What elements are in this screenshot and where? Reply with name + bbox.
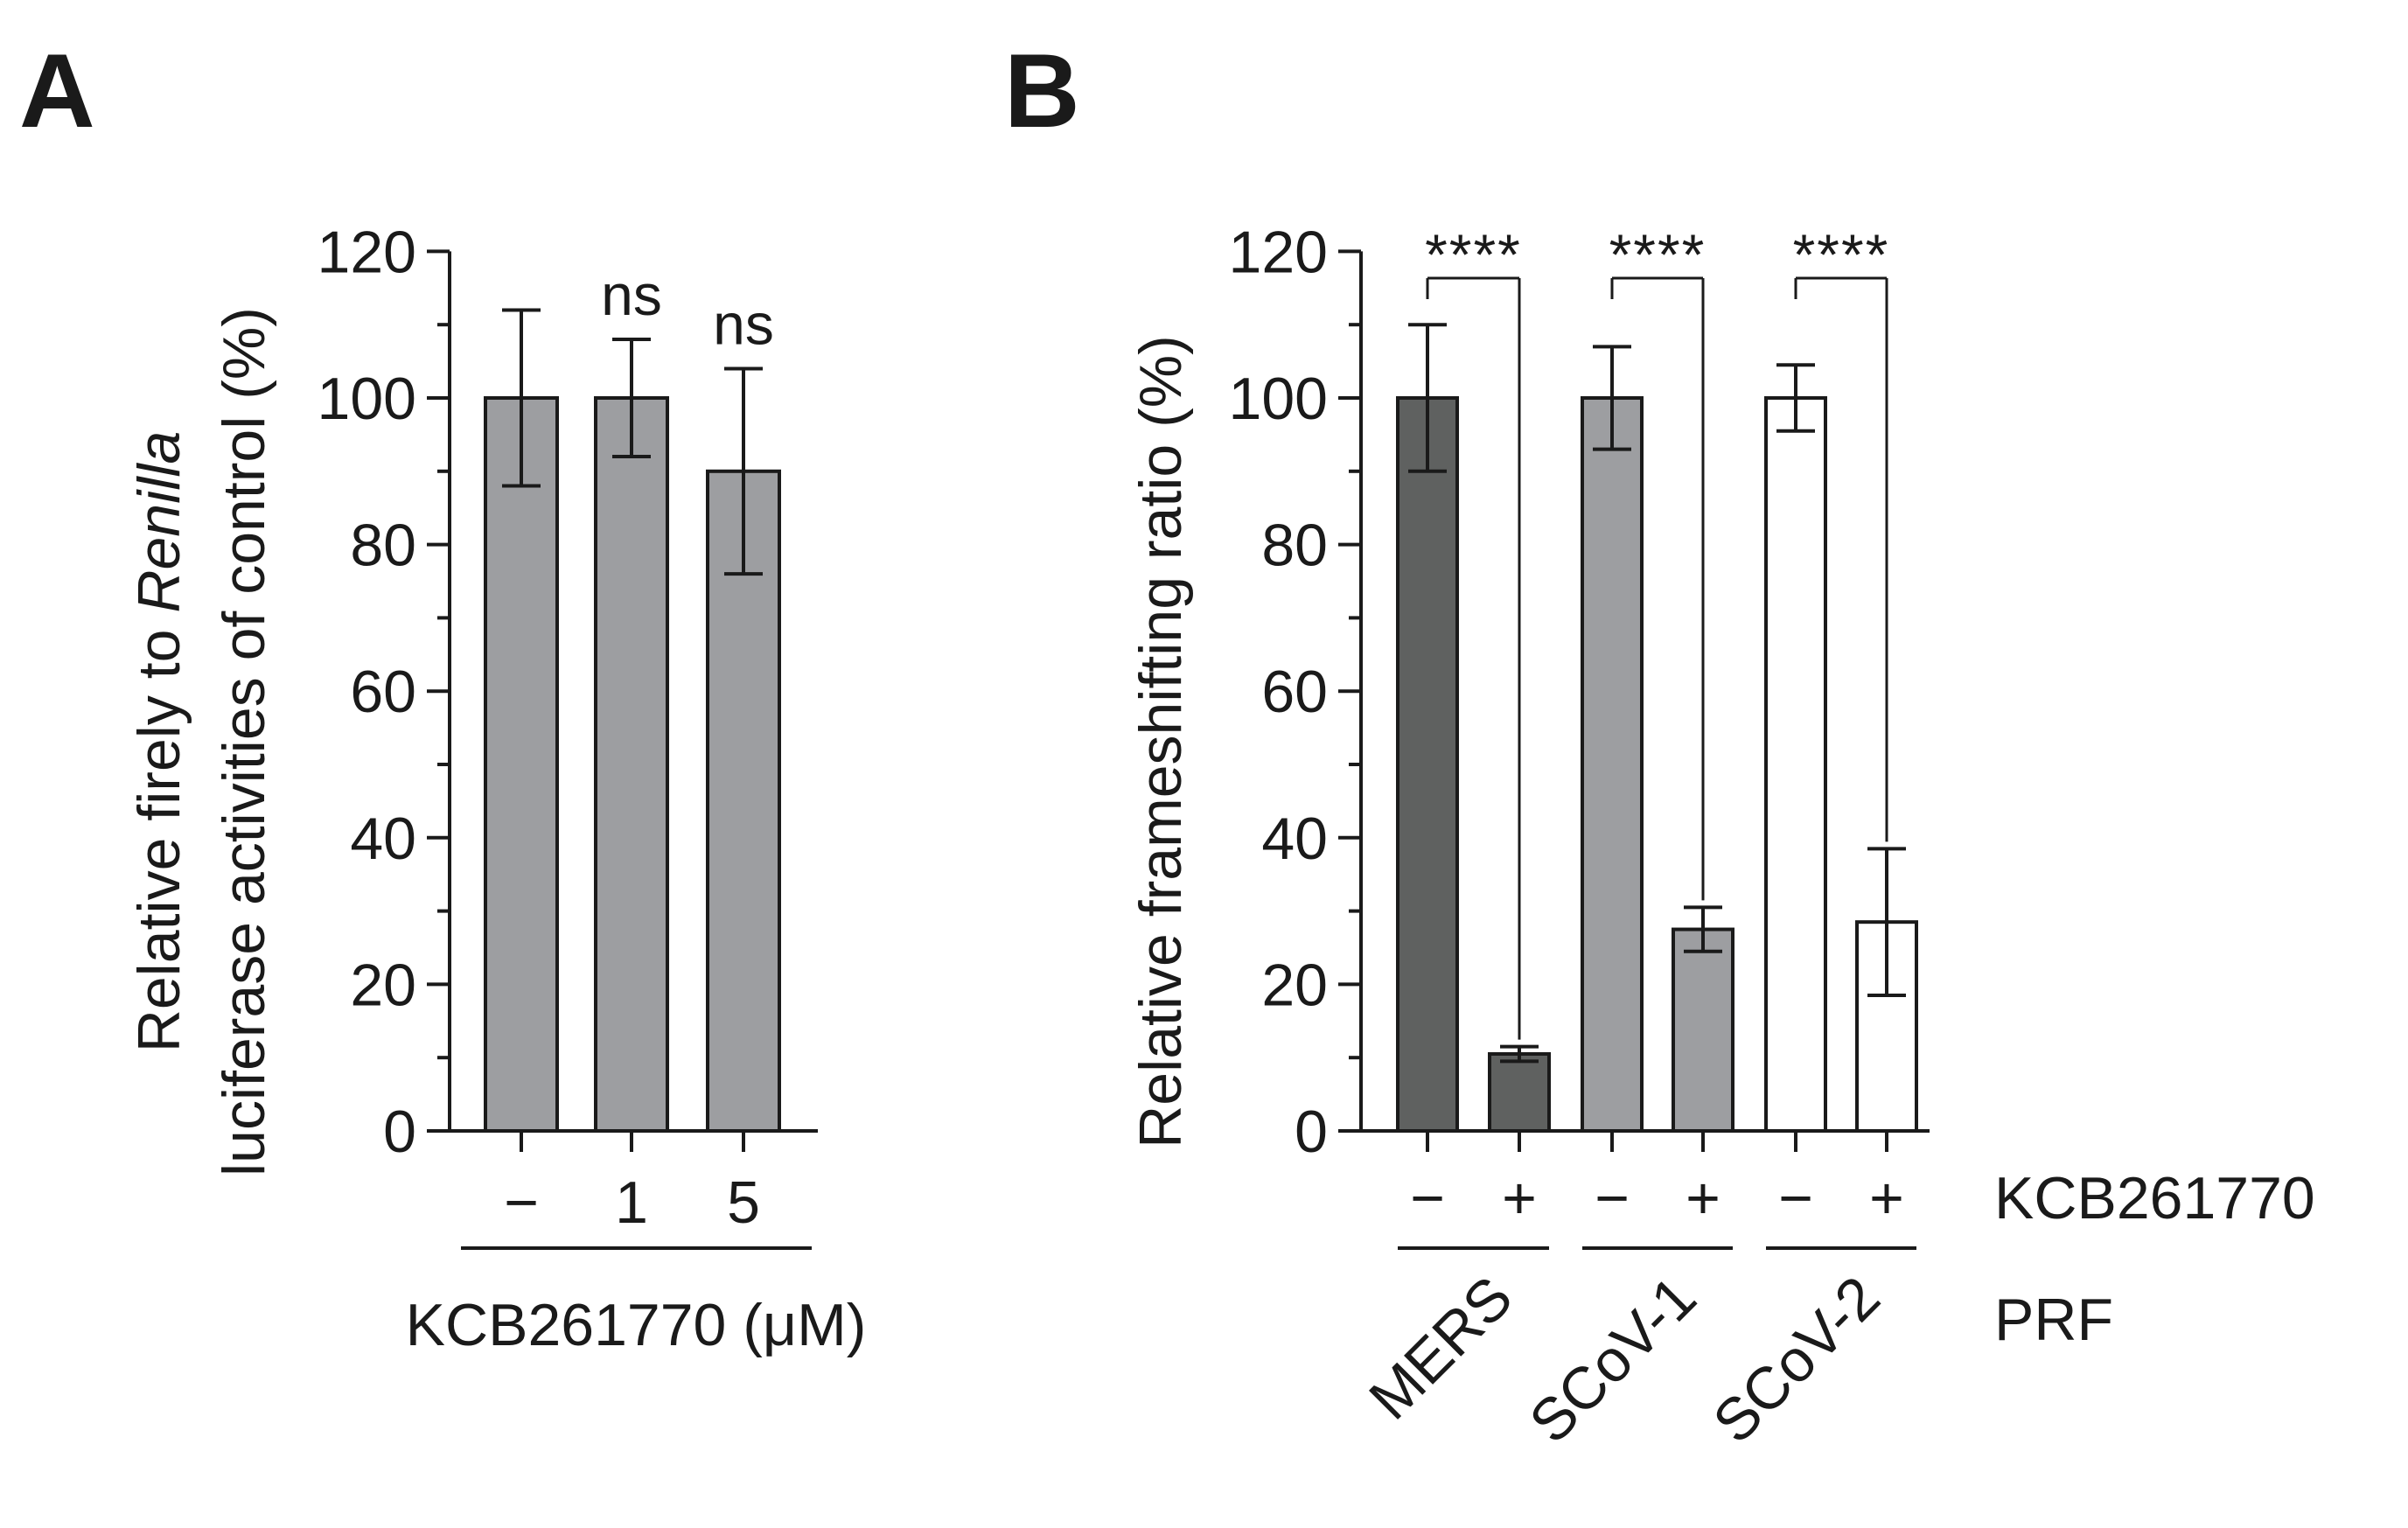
panel-b-ytick-label: 120 [1229,219,1328,285]
panel-a-category-label: − [504,1169,539,1236]
panel-b-treatment-label: + [1502,1165,1537,1231]
panel-a-plot: 0 20 40 60 80 100 120 − 1 ns 5 ns [318,219,818,1236]
panel-b-significance-label: **** [1425,222,1522,287]
panel-b-treatment-label: + [1686,1165,1720,1231]
panel-b-group-label: MERS [1357,1264,1525,1433]
panel-a-ytick-label: 20 [350,952,416,1018]
panel-b-significance-label: **** [1609,222,1707,287]
panel-b-treatment-label: − [1778,1165,1813,1231]
panel-b-group-row-label: PRF [1994,1287,2113,1353]
panel-b-group-label: SCoV-2 [1700,1264,1892,1455]
panel-a-ytick-label: 0 [383,1099,416,1165]
panel-b-treatment-label: − [1595,1165,1630,1231]
panel-a-ylabel-line2: luciferase activities of control (%) [211,307,277,1176]
panel-b-treatment-label: − [1410,1165,1445,1231]
panel-b-bar [1396,396,1459,1133]
panel-b-significance-label: **** [1793,222,1890,287]
panel-a-significance-label: ns [713,291,774,356]
panel-a: A 0 20 40 60 80 100 120 − 1 ns 5 ns Relative firely… [19,32,866,1358]
panel-b-ytick-label: 20 [1261,952,1328,1018]
panel-a-category-label: 5 [727,1169,760,1236]
panel-a-xlabel: KCB261770 (μM) [406,1292,867,1358]
panel-a-significance-label: ns [601,262,662,327]
panel-b-ytick-label: 80 [1261,513,1328,579]
panel-letter-a: A [19,32,95,150]
panel-a-ytick-label: 120 [318,219,416,285]
panel-b-ytick-label: 0 [1295,1099,1328,1165]
panel-a-ytick-label: 40 [350,806,416,872]
panel-b-ytick-label: 100 [1229,366,1328,432]
panel-b-bar [1764,396,1827,1133]
panel-a-bar [594,396,669,1133]
panel-a-bar [484,396,559,1133]
panel-b-bar [1672,927,1734,1134]
panel-b-treatment-row-label: KCB261770 [1994,1165,2315,1231]
panel-b-bar [1581,396,1644,1133]
panel-a-bar [706,469,781,1133]
panel-letter-b: B [1004,32,1080,150]
panel-a-ytick-label: 60 [350,659,416,725]
panel-a-ytick-label: 80 [350,513,416,579]
panel-a-category-label: 1 [615,1169,648,1236]
panel-b-ytick-label: 40 [1261,806,1328,872]
panel-b-ytick-label: 60 [1261,659,1328,725]
panel-a-ytick-label: 100 [318,366,416,432]
panel-a-ylabel-line1: Relative firely to Renilla [126,431,192,1053]
panel-b-group-label: SCoV-1 [1517,1264,1708,1455]
panel-b-bar [1488,1052,1551,1134]
panel-b-treatment-label: + [1869,1165,1904,1231]
panel-b-ylabel: Relative frameshifting ratio (%) [1127,335,1194,1148]
